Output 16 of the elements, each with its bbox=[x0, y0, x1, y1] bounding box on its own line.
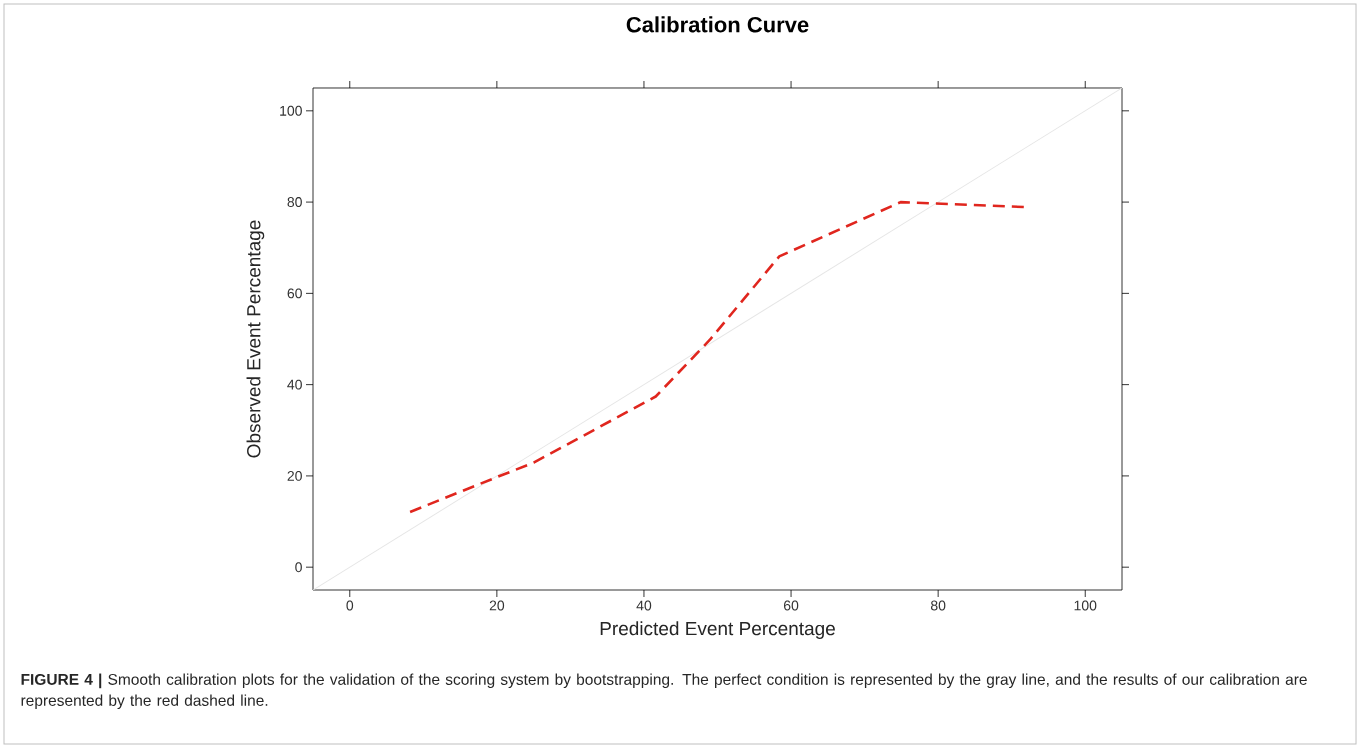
y-tick-label: 80 bbox=[287, 197, 302, 208]
x-tick-label: 40 bbox=[636, 600, 652, 611]
y-axis-title: Observed Event Percentage bbox=[246, 220, 265, 458]
y-tick-label: 20 bbox=[287, 470, 302, 481]
text: FIGURE 4 | Smooth calibration plots for the validation of the scoring system by bootstrapping. The perfect condition is represented by the gray line, and the results of our calibration are represented by the red dashed line. bbox=[21, 673, 1307, 709]
x-tick-label: 100 bbox=[1074, 600, 1097, 611]
y-tick-label: 100 bbox=[280, 105, 302, 116]
y-tick-label: 40 bbox=[287, 379, 302, 390]
x-tick-label: 20 bbox=[489, 600, 505, 611]
x-axis-title: Predicted Event Percentage bbox=[600, 621, 835, 640]
x-tick-label: 0 bbox=[346, 600, 354, 611]
y-tick-label: 60 bbox=[287, 288, 302, 299]
y-tick-label: 0 bbox=[295, 562, 302, 573]
chart-title: Calibration Curve bbox=[626, 16, 809, 33]
x-tick-label: 80 bbox=[930, 600, 946, 611]
x-tick-label: 60 bbox=[783, 600, 799, 611]
